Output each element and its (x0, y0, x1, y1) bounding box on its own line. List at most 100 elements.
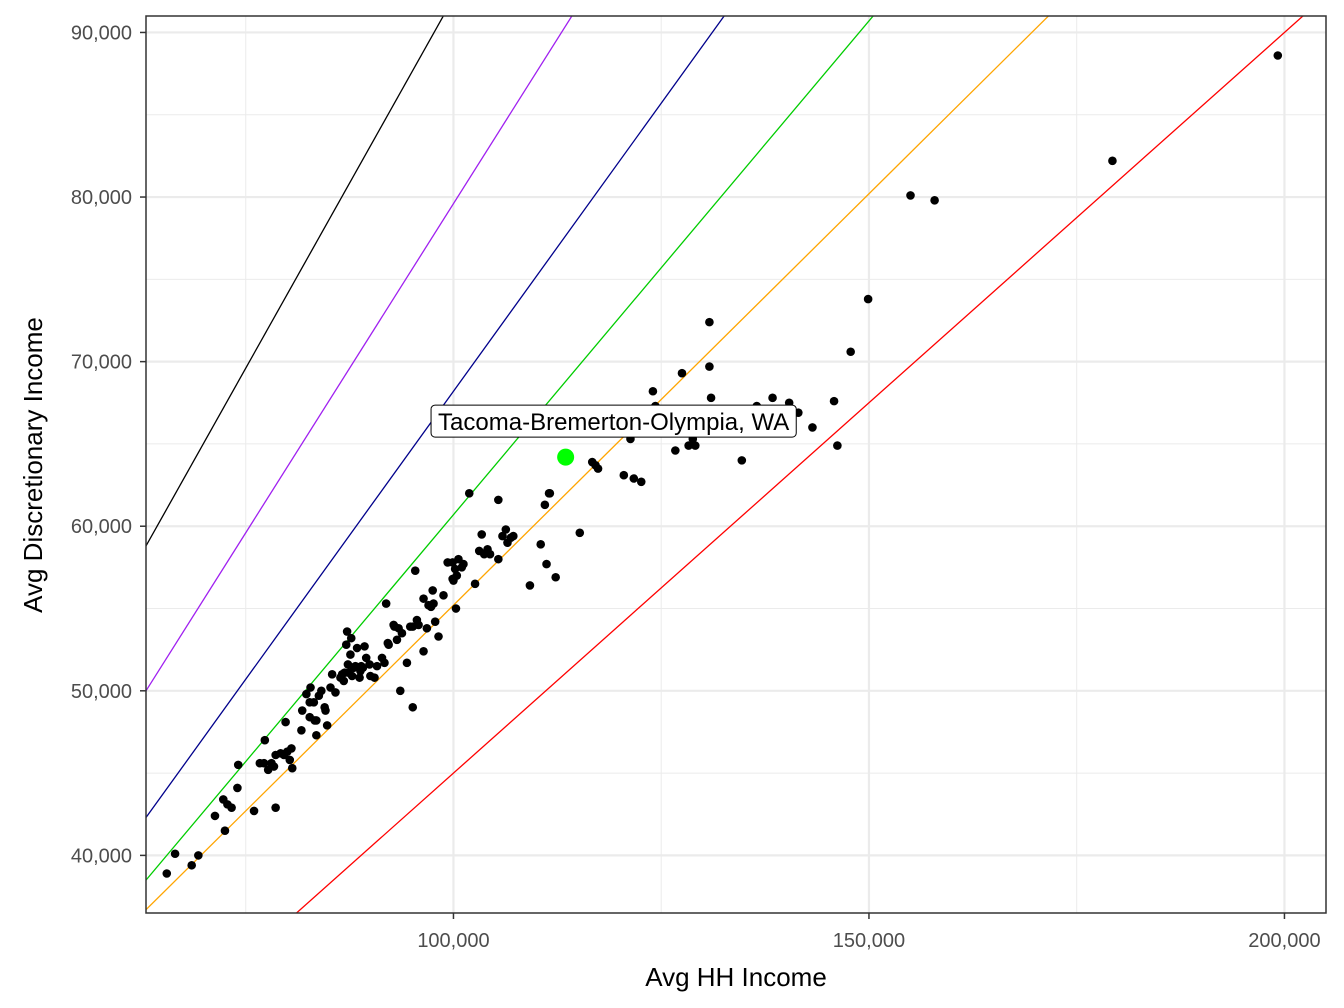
data-point (162, 869, 172, 878)
data-point (677, 368, 687, 378)
data-point (439, 591, 448, 600)
data-point (1273, 51, 1283, 60)
data-point (833, 441, 842, 450)
data-point (312, 716, 321, 725)
data-point (384, 640, 393, 650)
data-point (260, 735, 270, 745)
data-point (322, 721, 332, 730)
data-point (402, 658, 412, 668)
y-tick-label: 90,000 (71, 22, 132, 44)
data-point (342, 627, 352, 636)
data-point (494, 554, 503, 564)
data-point (906, 191, 915, 200)
data-point (545, 489, 555, 498)
data-point (346, 650, 355, 659)
data-point (269, 762, 279, 771)
data-point (408, 702, 418, 712)
data-point (365, 660, 374, 669)
data-point (220, 826, 230, 836)
y-tick-label: 80,000 (71, 187, 132, 209)
data-point (339, 676, 349, 686)
data-point (451, 604, 461, 613)
x-axis-title: Avg HH Income (645, 962, 827, 992)
data-point (227, 803, 236, 812)
highlight-group: Tacoma-Bremerton-Olympia, WA (430, 404, 797, 466)
data-point (629, 474, 639, 483)
grid-lines (146, 16, 1326, 913)
data-point (930, 196, 939, 205)
y-tick-label: 40,000 (71, 845, 132, 867)
x-tick-label: 100,000 (417, 930, 489, 952)
data-point (1108, 156, 1117, 166)
data-point (358, 663, 368, 673)
data-point (281, 717, 290, 727)
y-tick-label: 70,000 (71, 352, 132, 374)
data-point (477, 530, 487, 539)
data-point (690, 441, 700, 450)
data-point (536, 540, 546, 549)
data-point (271, 803, 280, 812)
data-point (297, 706, 307, 715)
data-point (346, 633, 356, 643)
data-point (542, 559, 551, 569)
reference-line (146, 16, 1050, 911)
data-point (501, 525, 511, 534)
data-point (464, 489, 474, 498)
data-point (705, 362, 714, 371)
data-point (434, 632, 443, 641)
data-point (395, 686, 405, 696)
data-point (297, 726, 306, 735)
data-point (233, 760, 243, 770)
data-point (470, 579, 480, 589)
data-point (309, 698, 319, 707)
data-point (540, 500, 550, 510)
data-point (525, 581, 535, 590)
data-point (452, 571, 462, 580)
data-point (287, 744, 296, 753)
reference-line (295, 16, 1304, 913)
data-point (485, 549, 495, 559)
data-point (419, 594, 428, 603)
data-point (428, 586, 437, 595)
data-point (352, 643, 362, 653)
data-point (705, 317, 714, 327)
data-point (360, 642, 369, 651)
axes: 100,000 150,000 200,000 40,000 50,000 60,000 7… (71, 22, 1321, 952)
y-tick-label: 50,000 (71, 681, 132, 703)
data-point (636, 477, 646, 487)
highlight-point (557, 448, 575, 466)
data-point (508, 531, 518, 541)
data-point (287, 763, 297, 773)
data-point (249, 806, 259, 816)
data-point (361, 653, 371, 663)
data-point (410, 566, 420, 575)
data-point (846, 347, 855, 357)
data-point (187, 860, 197, 870)
data-point (347, 671, 357, 681)
data-point (737, 456, 747, 465)
data-point (430, 617, 440, 626)
data-point (381, 599, 391, 608)
y-axis-title: Avg Discretionary Income (18, 317, 48, 613)
data-point (233, 783, 242, 793)
data-point (321, 706, 330, 715)
reference-line (146, 16, 573, 692)
data-point (706, 393, 716, 403)
data-point (285, 755, 295, 765)
data-point (302, 689, 311, 699)
data-point (551, 572, 560, 582)
data-point (370, 673, 379, 682)
data-point (259, 758, 269, 768)
data-point (808, 423, 817, 432)
highlight-label: Tacoma-Bremerton-Olympia, WA (438, 409, 789, 436)
data-point (355, 673, 364, 682)
y-tick-label: 60,000 (71, 516, 132, 538)
data-point (317, 686, 326, 696)
data-point (575, 528, 585, 538)
data-point (829, 396, 839, 406)
data-point (170, 849, 180, 859)
data-point (684, 441, 693, 450)
data-point (194, 851, 203, 860)
data-point (648, 386, 658, 396)
data-point (392, 635, 402, 645)
